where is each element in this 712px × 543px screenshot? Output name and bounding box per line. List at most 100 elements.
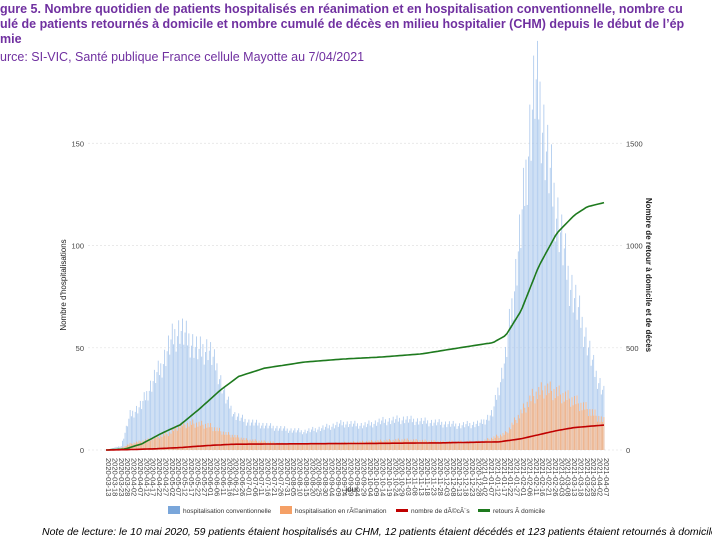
x-tick-label: 2020-05-17 [187, 458, 196, 496]
bar-hospitalisation-reanimation [394, 441, 395, 450]
bar-hospitalisation-conventionnelle [279, 428, 280, 450]
bar-hospitalisation-conventionnelle [242, 414, 243, 450]
bar-hospitalisation-conventionnelle [303, 432, 305, 450]
bar-hospitalisation-reanimation [372, 441, 374, 450]
bar-hospitalisation-reanimation [270, 441, 272, 450]
bar-hospitalisation-conventionnelle [213, 349, 215, 450]
bar-hospitalisation-conventionnelle [275, 428, 277, 450]
bar-hospitalisation-reanimation [276, 442, 278, 450]
bar-hospitalisation-conventionnelle [152, 381, 154, 450]
bar-hospitalisation-conventionnelle [371, 422, 372, 450]
bar-hospitalisation-reanimation [484, 439, 486, 450]
bar-hospitalisation-conventionnelle [576, 319, 578, 450]
bar-hospitalisation-conventionnelle [385, 419, 386, 450]
bar-hospitalisation-reanimation [220, 431, 222, 450]
y-right-tick-label: 500 [626, 344, 639, 353]
bar-hospitalisation-conventionnelle [345, 424, 347, 450]
bar-hospitalisation-reanimation [568, 398, 570, 450]
bar-hospitalisation-reanimation [293, 444, 295, 450]
x-tick-label: 2020-06-16 [225, 458, 234, 496]
bar-hospitalisation-reanimation [192, 419, 194, 450]
bar-hospitalisation-conventionnelle [519, 214, 521, 450]
bar-hospitalisation-reanimation [597, 421, 598, 450]
bar-hospitalisation-reanimation [196, 422, 197, 450]
bar-hospitalisation-conventionnelle [174, 329, 176, 450]
y-axis-right-label: Nombre de retour à domicile et de décès [644, 198, 653, 353]
bar-hospitalisation-reanimation [576, 395, 578, 450]
bar-hospitalisation-reanimation [404, 438, 406, 450]
bar-hospitalisation-conventionnelle [409, 419, 411, 450]
bar-hospitalisation-reanimation [556, 387, 558, 450]
bar-hospitalisation-reanimation [250, 441, 252, 450]
bar-hospitalisation-reanimation [322, 444, 324, 450]
bar-hospitalisation-conventionnelle [165, 366, 167, 450]
bar-hospitalisation-reanimation [354, 442, 356, 450]
bar-hospitalisation-reanimation [340, 443, 342, 450]
bar-hospitalisation-conventionnelle [556, 218, 558, 450]
bar-hospitalisation-conventionnelle [551, 144, 552, 450]
bar-hospitalisation-conventionnelle [530, 160, 532, 450]
bar-hospitalisation-conventionnelle [418, 424, 420, 450]
bar-hospitalisation-conventionnelle [540, 163, 542, 450]
bar-hospitalisation-conventionnelle [290, 428, 292, 450]
bar-hospitalisation-conventionnelle [428, 426, 430, 450]
bar-hospitalisation-reanimation [129, 442, 131, 450]
bar-hospitalisation-reanimation [418, 442, 420, 450]
bar-hospitalisation-reanimation [157, 436, 159, 450]
x-tick-label: 2020-11-03 [404, 458, 413, 496]
bar-hospitalisation-conventionnelle [236, 416, 238, 450]
bar-hospitalisation-reanimation [519, 418, 521, 450]
x-tick-label: 2020-09-29 [359, 458, 368, 496]
bar-hospitalisation-conventionnelle [280, 426, 282, 450]
x-tick-label: 2020-12-18 [462, 458, 471, 496]
bar-hospitalisation-reanimation [545, 395, 547, 450]
bar-hospitalisation-conventionnelle [360, 422, 362, 450]
bar-hospitalisation-conventionnelle [284, 426, 286, 450]
bar-hospitalisation-conventionnelle [535, 79, 537, 450]
bar-hospitalisation-reanimation [263, 440, 265, 450]
bar-hospitalisation-conventionnelle [125, 425, 127, 450]
y-left-tick-label: 100 [71, 242, 84, 251]
bar-hospitalisation-conventionnelle [471, 425, 473, 450]
bar-hospitalisation-reanimation [296, 443, 298, 450]
bar-hospitalisation-conventionnelle [178, 320, 180, 450]
bar-hospitalisation-reanimation [512, 424, 514, 450]
bar-hospitalisation-conventionnelle [180, 331, 182, 450]
bar-hospitalisation-conventionnelle [373, 423, 375, 450]
bar-hospitalisation-reanimation [268, 442, 270, 450]
bar-hospitalisation-conventionnelle [437, 422, 439, 450]
bar-hospitalisation-reanimation [591, 409, 593, 450]
bar-hospitalisation-reanimation [410, 439, 412, 450]
bar-hospitalisation-reanimation [383, 440, 385, 450]
bar-hospitalisation-conventionnelle [189, 357, 191, 450]
bar-hospitalisation-reanimation [124, 446, 126, 450]
bar-hospitalisation-conventionnelle [567, 265, 569, 450]
bar-hospitalisation-conventionnelle [415, 421, 417, 450]
bar-hospitalisation-reanimation [399, 439, 401, 450]
x-tick-label: 2020-11-18 [423, 458, 432, 496]
bar-hospitalisation-conventionnelle [160, 363, 162, 450]
bar-hospitalisation-conventionnelle [231, 416, 233, 450]
bar-hospitalisation-reanimation [205, 423, 206, 450]
bar-hospitalisation-conventionnelle [501, 367, 503, 450]
bar-hospitalisation-conventionnelle [494, 394, 496, 450]
bar-hospitalisation-reanimation [309, 443, 311, 450]
bar-hospitalisation-reanimation [155, 438, 157, 450]
bar-hospitalisation-conventionnelle [395, 419, 397, 450]
bar-hospitalisation-conventionnelle [399, 417, 401, 450]
x-tick-label: 2020-08-25 [315, 458, 324, 496]
bar-hospitalisation-reanimation [166, 434, 168, 450]
bar-hospitalisation-conventionnelle [229, 408, 231, 450]
bar-hospitalisation-reanimation [494, 437, 496, 450]
bar-hospitalisation-reanimation [134, 443, 136, 450]
bar-hospitalisation-conventionnelle [383, 422, 385, 450]
bar-hospitalisation-reanimation [478, 440, 480, 450]
bar-hospitalisation-conventionnelle [424, 417, 426, 450]
bar-hospitalisation-conventionnelle [137, 413, 139, 450]
bar-hospitalisation-reanimation [487, 438, 489, 450]
bar-hospitalisation-conventionnelle [533, 55, 535, 450]
bar-hospitalisation-conventionnelle [286, 428, 288, 450]
x-tick-label: 2020-10-29 [398, 458, 407, 496]
x-tick-label: 2021-03-13 [570, 458, 579, 496]
bar-hospitalisation-conventionnelle [448, 421, 450, 450]
